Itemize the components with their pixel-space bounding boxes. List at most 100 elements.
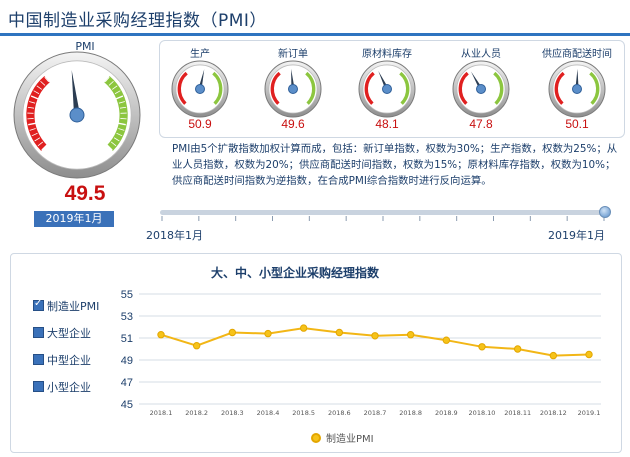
gauge-tick — [81, 65, 84, 72]
gauge-hub — [572, 84, 582, 94]
gauge-tick — [59, 68, 63, 75]
gauge-tick — [104, 76, 110, 83]
gauge-tick — [96, 70, 100, 77]
time-slider-handle[interactable] — [599, 206, 611, 218]
gauge-tick — [28, 121, 40, 126]
gauge-tick — [34, 137, 41, 142]
gauge-tick — [40, 80, 46, 86]
sub-gauge-value: 50.9 — [188, 117, 212, 131]
x-tick-label: 2018.1 — [150, 409, 173, 417]
x-tick-label: 2018.6 — [328, 409, 351, 417]
gauge-tick — [30, 95, 42, 101]
gauge-tick — [111, 85, 118, 90]
page-title: 中国制造业采购经理指数（PMI） — [8, 11, 267, 31]
sub-index-panel: 生产 50.9 新订单 49.6 原材料库存 48.1 从业人员 47.8 供应… — [159, 40, 625, 138]
gauge-red-band — [458, 71, 469, 105]
gauge-hub — [382, 84, 392, 94]
x-tick-label: 2018.5 — [292, 409, 315, 417]
main-gauge-date: 2019年1月 — [34, 211, 114, 227]
gauge-tick — [86, 66, 89, 73]
data-point — [513, 345, 522, 353]
y-tick-label: 45 — [121, 399, 133, 411]
sub-gauge-dial — [171, 60, 229, 118]
sub-gauge-value: 47.8 — [469, 117, 493, 131]
slider-start-label: 2018年1月 — [146, 229, 203, 242]
y-tick-label: 49 — [121, 355, 133, 367]
gauge-hub — [69, 107, 85, 123]
gauge-tick — [29, 128, 36, 131]
sub-gauge-label: 供应商配送时间 — [542, 49, 612, 60]
gauge-tick — [119, 106, 127, 109]
x-tick-label: 2018.9 — [435, 409, 458, 417]
data-point — [371, 332, 379, 340]
sub-gauge-label: 新订单 — [278, 49, 308, 60]
gauge-needle — [71, 69, 80, 116]
y-tick-label: 55 — [121, 289, 133, 301]
toggle-manufacturing-pmi[interactable]: 制造业PMI — [33, 292, 99, 319]
chart-legend[interactable]: 制造业PMI — [311, 430, 374, 445]
gauge-red-band — [364, 71, 375, 105]
time-slider-ticks — [161, 216, 605, 221]
toggle-large-enterprise[interactable]: 大型企业 — [33, 319, 99, 346]
time-slider-track[interactable] — [160, 210, 606, 215]
gauge-hub — [195, 84, 205, 94]
gauge-hub — [476, 84, 486, 94]
gauge-tick — [91, 68, 95, 75]
gauge-tick — [97, 73, 106, 84]
y-tick-label: 53 — [121, 311, 133, 323]
x-tick-label: 2018.3 — [221, 409, 244, 417]
gauge-tick — [112, 95, 124, 101]
sub-gauge-label: 生产 — [190, 49, 210, 60]
y-tick-label: 51 — [121, 333, 133, 345]
sub-gauge-value: 48.1 — [375, 117, 399, 131]
pmi-description: PMI由5个扩散指数加权计算而成，包括：新订单指数，权数为30%；生产指数，权数… — [172, 143, 618, 187]
gauge-tick — [116, 132, 123, 137]
gauge-tick — [114, 90, 121, 95]
sub-gauge-label: 原材料库存 — [362, 49, 412, 60]
line-plot: 45 47 49 51 53 55 2018.1 2018.2 2018.3 2018.4 2018… — [121, 289, 601, 417]
gauge-tick — [27, 106, 35, 109]
sub-gauge-label: 从业人员 — [461, 49, 501, 60]
gauge-red-band — [554, 71, 565, 105]
legend-series-label: 制造业PMI — [326, 434, 374, 445]
data-point — [478, 343, 486, 351]
gauge-tick — [65, 66, 68, 73]
gauge-green-band — [399, 71, 410, 105]
checkbox-icon[interactable] — [33, 327, 44, 338]
data-point — [406, 331, 415, 339]
slider-end-label: 2019年1月 — [548, 229, 605, 242]
gauge-tick — [31, 132, 38, 137]
pmi-chart: 大、中、小型企业采购经理指数 制造业PMI 大型企业 中型企业 小型企业 454… — [10, 253, 622, 453]
gauge-tick — [110, 141, 117, 147]
gauge-tick — [54, 70, 58, 77]
gauge-tick — [113, 137, 120, 142]
checkbox-icon[interactable] — [33, 298, 44, 311]
main-gauge-label: PMI — [75, 40, 95, 53]
x-tick-label: 2018.4 — [257, 409, 280, 417]
data-point — [585, 350, 593, 359]
toggle-label: 大型企业 — [47, 326, 91, 340]
checkbox-icon[interactable] — [33, 381, 44, 392]
toggle-label: 制造业PMI — [47, 299, 100, 313]
gauge-hub — [288, 84, 298, 94]
gauge-tick — [33, 90, 40, 95]
gauge-red-band — [177, 71, 188, 105]
gauge-tick — [36, 85, 43, 90]
toggle-medium-enterprise[interactable]: 中型企业 — [33, 346, 99, 373]
x-tick-label: 2018.2 — [185, 409, 208, 417]
pmi-gauge — [13, 51, 141, 179]
gauge-green-band — [589, 71, 600, 105]
gauge-tick — [108, 80, 114, 86]
checkbox-icon[interactable] — [33, 354, 44, 365]
toggle-small-enterprise[interactable]: 小型企业 — [33, 373, 99, 400]
toggle-label: 小型企业 — [47, 380, 91, 394]
gauge-tick — [48, 73, 57, 84]
gauge-green-band — [493, 71, 504, 105]
data-point — [442, 336, 451, 344]
gauge-tick — [118, 101, 125, 104]
sub-gauge-value: 50.1 — [565, 117, 589, 131]
data-point — [192, 342, 201, 350]
sub-gauge-dial — [548, 60, 606, 118]
gauge-needle — [575, 68, 579, 90]
legend-marker-icon — [311, 432, 321, 443]
